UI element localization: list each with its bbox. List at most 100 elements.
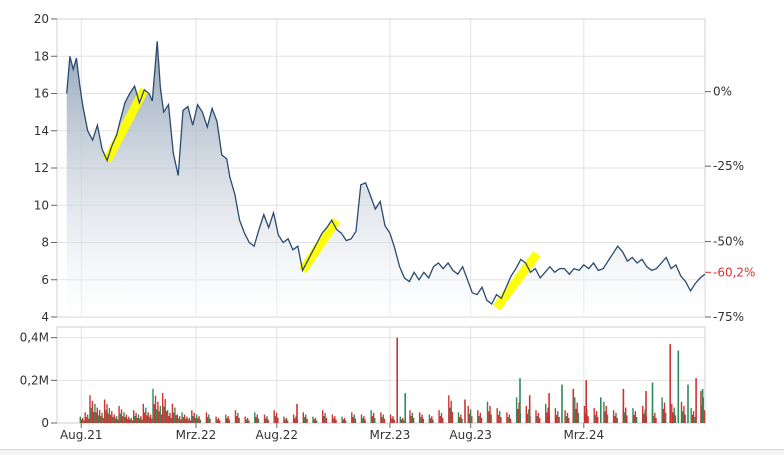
volume-bar-154: [334, 416, 336, 423]
volume-bar-288: [661, 397, 663, 423]
volume-bar-251: [568, 417, 570, 423]
volume-bar-51: [141, 419, 143, 423]
bottom-divider: [0, 449, 784, 455]
volume-bar-190: [421, 414, 423, 423]
pct-tick-label-0: 0%: [713, 85, 732, 99]
volume-bar-227: [509, 418, 512, 423]
volume-bar-79: [175, 415, 177, 423]
volume-bar-229: [517, 408, 519, 423]
volume-bar-48: [137, 414, 140, 423]
volume-bar-233: [526, 413, 529, 423]
volume-bar-78: [174, 407, 176, 423]
volume-bar-75: [170, 417, 172, 423]
volume-bar-36: [123, 412, 125, 423]
volume-bar-164: [360, 414, 363, 423]
volume-bar-12: [94, 403, 96, 423]
volume-bar-184: [409, 410, 411, 423]
volume-bar-244: [554, 408, 557, 423]
volume-bar-262: [595, 411, 598, 423]
volume-bar-82: [179, 416, 181, 423]
volume-bar-73: [168, 416, 170, 423]
volume-bar-202: [450, 400, 452, 423]
volume-spike-15: [687, 384, 689, 423]
volume-bar-165: [362, 418, 364, 423]
volume-bar-121: [255, 417, 257, 423]
volume-bar-4: [84, 412, 86, 423]
volume-bar-170: [372, 412, 375, 423]
volume-spike-9: [600, 397, 602, 423]
volume-bar-155: [335, 419, 337, 423]
volume-bar-254: [576, 402, 578, 423]
volume-bar-126: [266, 416, 268, 423]
volume-bar-87: [185, 418, 187, 423]
volume-bar-91: [189, 420, 192, 423]
volume-bars: [79, 337, 706, 423]
volume-bar-99: [199, 419, 201, 423]
volume-bar-55: [146, 415, 148, 423]
volume-spike-13: [669, 344, 671, 423]
current-change-marker: -60,2%: [705, 265, 755, 279]
volume-bar-103: [209, 418, 211, 423]
volume-bar-208: [467, 405, 469, 423]
volume-bar-291: [665, 412, 667, 423]
volume-bar-205: [459, 417, 461, 423]
volume-bar-0: [79, 416, 81, 423]
volume-bar-268: [612, 410, 615, 423]
volume-bar-83: [180, 419, 182, 423]
volume-bar-61: [153, 404, 155, 423]
volume-bar-146: [314, 417, 317, 423]
volume-bar-25: [109, 414, 112, 423]
volume-bar-113: [236, 416, 238, 423]
volume-bar-168: [370, 410, 372, 423]
volume-bar-176: [389, 414, 392, 423]
volume-bar-144: [312, 416, 314, 423]
volume-bar-182: [402, 417, 404, 423]
volume-bar-237: [536, 416, 538, 423]
highlight-mark-2: [492, 250, 541, 311]
volume-bar-90: [188, 417, 191, 423]
volume-bar-232: [525, 405, 527, 423]
volume-bar-53: [143, 412, 146, 423]
volume-bar-278: [634, 411, 637, 423]
volume-bar-100: [205, 412, 208, 423]
volume-bar-11: [93, 411, 95, 423]
time-tick-label-0: Aug.21: [60, 428, 103, 442]
volume-spike-2: [464, 399, 466, 423]
volume-bar-41: [129, 419, 131, 423]
volume-bar-173: [381, 417, 383, 423]
price-tick-label-2: 8: [41, 236, 49, 250]
volume-bar-66: [159, 405, 161, 423]
volume-bar-156: [341, 416, 343, 423]
volume-bar-47: [136, 417, 138, 423]
volume-bar-20: [103, 399, 106, 423]
volume-bar-181: [400, 419, 403, 423]
volume-bar-143: [306, 418, 308, 423]
volume-bar-21: [105, 410, 107, 423]
volume-bar-141: [303, 417, 306, 423]
volume-bar-95: [194, 417, 197, 423]
volume-bar-247: [558, 417, 560, 423]
volume-bar-117: [245, 419, 248, 423]
volume-bar-106: [217, 417, 220, 423]
volume-bar-240: [545, 403, 547, 423]
volume-bar-97: [197, 418, 199, 423]
volume-bar-88: [186, 416, 188, 423]
current-change-label: -60,2%: [713, 265, 755, 279]
pct-tick-label-3: -75%: [713, 310, 744, 324]
volume-bar-118: [246, 417, 249, 423]
volume-bar-199: [442, 417, 444, 423]
pct-tick-label-1: -25%: [713, 159, 744, 173]
volume-bar-151: [325, 417, 328, 423]
volume-bar-303: [694, 417, 696, 423]
volume-bar-252: [574, 397, 576, 423]
volume-bar-13: [95, 412, 97, 423]
volume-bar-7: [88, 418, 90, 423]
volume-bar-67: [160, 414, 163, 423]
volume-bar-102: [208, 414, 210, 423]
volume-bar-169: [371, 416, 374, 423]
price-tick-label-1: 6: [41, 273, 49, 287]
time-tick-label-5: Mrz.24: [563, 428, 604, 442]
volume-bar-23: [107, 413, 109, 423]
price-tick-label-4: 12: [34, 161, 49, 175]
volume-bar-85: [182, 417, 184, 423]
